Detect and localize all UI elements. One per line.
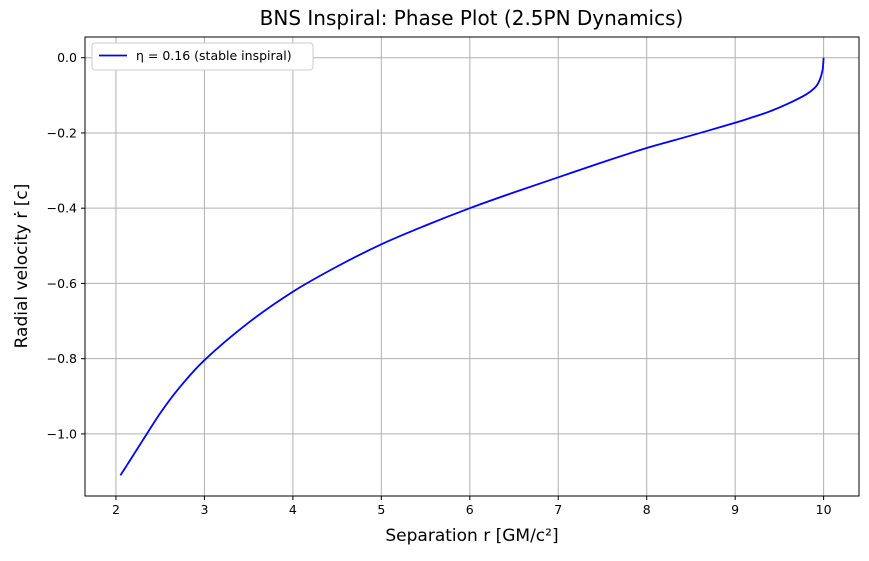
y-tick-label: −0.2 [47,125,77,140]
x-tick-label: 7 [554,502,562,517]
series-layer [119,57,825,476]
x-tick-label: 10 [816,502,832,517]
x-axis-label: Separation r [GM/c²] [385,526,559,546]
legend-box [91,42,314,71]
y-tick-label: −1.0 [47,426,77,441]
y-tick-label: −0.6 [47,276,77,291]
x-tick-label: 6 [466,502,474,517]
y-tick-label: −0.4 [47,201,77,216]
grid-lines [85,37,859,496]
legend: η = 0.16 (stable inspiral) [91,42,314,71]
x-tick-label: 9 [731,502,739,517]
series-line [119,57,825,476]
x-tick-label: 5 [377,502,385,517]
plot-frame [84,36,860,497]
y-tick-label: −0.8 [47,351,77,366]
legend-label: η = 0.16 (stable inspiral) [136,48,292,63]
x-tick-label: 8 [643,502,651,517]
x-tick-label: 3 [200,502,208,517]
x-axis-ticks: 2 3 4 5 6 7 8 9 10 [112,496,832,517]
plot-area [85,37,859,496]
y-axis-ticks: 0.0 −0.2 −0.4 −0.6 −0.8 −1.0 [47,50,85,441]
x-tick-label: 2 [112,502,120,517]
x-tick-label: 4 [289,502,297,517]
y-axis-label: Radial velocity ṙ [c] [12,183,32,349]
y-tick-label: 0.0 [57,50,77,65]
chart-title: BNS Inspiral: Phase Plot (2.5PN Dynamics… [260,6,684,30]
